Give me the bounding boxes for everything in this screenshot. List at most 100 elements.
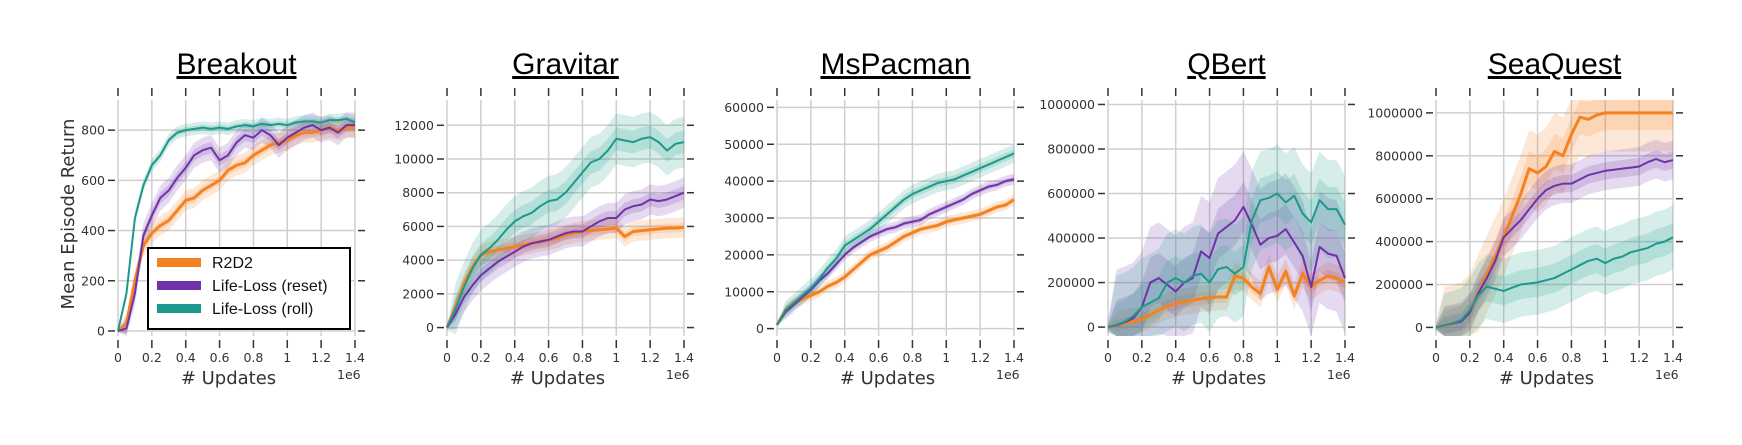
confidence-band-inner xyxy=(1436,150,1673,334)
y-axis-label: Mean Episode Return xyxy=(58,119,79,310)
panels: Breakout 0 0.2 0.4 0.6 0.8 1 1.2 1.4 0 200 400 600 80… xyxy=(81,48,1683,389)
confidence-band xyxy=(447,217,684,329)
x-tick-label: 1 xyxy=(942,350,950,365)
series-line-life-loss-reset xyxy=(446,191,685,329)
x-axis-multiplier: 1e6 xyxy=(996,367,1020,382)
y-tick-label: 6000 xyxy=(402,219,434,234)
panel-title: Gravitar xyxy=(512,48,619,81)
x-tick-label: 0 xyxy=(443,350,451,365)
series-line-life-loss-roll xyxy=(1107,192,1346,329)
confidence-band-inner xyxy=(447,125,684,329)
x-tick-label: 0.2 xyxy=(142,350,162,365)
x-tick-label: 0.4 xyxy=(1166,350,1186,365)
confidence-band xyxy=(1436,100,1673,336)
x-tick-label: 1.2 xyxy=(640,350,660,365)
series-line-life-loss-roll xyxy=(776,152,1015,326)
confidence-band xyxy=(777,144,1014,326)
confidence-band xyxy=(777,194,1014,326)
x-axis-multiplier: 1e6 xyxy=(666,367,690,382)
x-tick-label: 0 xyxy=(1432,350,1440,365)
x-tick-label: 1.4 xyxy=(674,350,694,365)
series-line-life-loss-roll xyxy=(446,136,685,328)
confidence-band xyxy=(447,177,684,330)
series-line-life-loss-reset xyxy=(117,124,355,332)
x-tick-label: 0.6 xyxy=(1528,350,1548,365)
y-tick-label: 1000000 xyxy=(1367,105,1423,120)
y-tick-label: 0 xyxy=(1087,320,1095,335)
x-tick-label: 0.4 xyxy=(505,350,525,365)
x-tick-label: 0.6 xyxy=(869,350,889,365)
series-line-r2d2 xyxy=(1107,265,1346,329)
y-tick-label: 400000 xyxy=(1375,234,1423,249)
x-tick-label: 1 xyxy=(1273,350,1281,365)
x-tick-label: 1 xyxy=(283,350,291,365)
x-tick-label: 1.4 xyxy=(1335,350,1355,365)
x-tick-label: 1 xyxy=(612,350,620,365)
y-tick-label: 60000 xyxy=(724,100,764,115)
legend-swatch-life-loss-reset xyxy=(157,281,201,290)
confidence-band-inner xyxy=(1108,171,1345,336)
panel-title: SeaQuest xyxy=(1488,48,1622,81)
panel-mspacman: MsPacman 0 0.2 0.4 0.6 0.8 1 1.2 1.4 0 10000 20000 3… xyxy=(724,48,1024,389)
x-tick-label: 1.2 xyxy=(1301,350,1321,365)
y-tick-label: 200 xyxy=(81,273,105,288)
panel-qbert: QBert 0 0.2 0.4 0.6 0.8 1 1.2 1.4 0 200000 400000 60… xyxy=(1039,48,1355,389)
y-tick-label: 0 xyxy=(756,321,764,336)
series-line-r2d2 xyxy=(445,225,685,329)
x-tick-label: 0.8 xyxy=(572,350,592,365)
y-tick-label: 4000 xyxy=(402,253,434,268)
x-tick-label: 0.8 xyxy=(1233,350,1253,365)
series-line-r2d2 xyxy=(117,126,355,333)
x-axis-multiplier: 1e6 xyxy=(337,367,361,382)
confidence-band xyxy=(1108,151,1345,336)
y-tick-label: 10000 xyxy=(724,284,764,299)
y-tick-label: 600000 xyxy=(1375,191,1423,206)
y-tick-label: 400000 xyxy=(1047,231,1095,246)
confidence-band xyxy=(447,111,684,335)
legend-label-life-loss-roll: Life-Loss (roll) xyxy=(212,301,313,318)
y-tick-label: 2000 xyxy=(402,286,434,301)
y-tick-label: 800000 xyxy=(1375,148,1423,163)
y-tick-label: 600000 xyxy=(1047,186,1095,201)
confidence-band-inner xyxy=(118,119,355,335)
confidence-band-inner xyxy=(777,197,1014,326)
x-tick-label: 0.4 xyxy=(835,350,855,365)
confidence-band xyxy=(118,117,355,334)
x-tick-label: 1.2 xyxy=(1629,350,1649,365)
y-tick-label: 40000 xyxy=(724,174,764,189)
x-tick-label: 0.6 xyxy=(539,350,559,365)
confidence-band xyxy=(1436,205,1673,336)
x-tick-label: 0 xyxy=(114,350,122,365)
x-tick-label: 0.6 xyxy=(210,350,230,365)
legend-swatch-r2d2 xyxy=(157,258,201,267)
x-tick-label: 0 xyxy=(1104,350,1112,365)
legend-swatch-life-loss-roll xyxy=(157,304,201,313)
series-line-life-loss-reset xyxy=(776,178,1015,326)
panel-title: Breakout xyxy=(176,48,297,81)
y-tick-label: 600 xyxy=(81,173,105,188)
confidence-band-inner xyxy=(1436,222,1673,336)
y-tick-label: 1000000 xyxy=(1039,97,1095,112)
y-tick-label: 0 xyxy=(97,323,105,338)
legend-label-life-loss-reset: Life-Loss (reset) xyxy=(212,278,328,295)
confidence-band xyxy=(118,112,355,336)
x-axis-label: # Updates xyxy=(510,368,605,389)
y-tick-label: 200000 xyxy=(1375,277,1423,292)
confidence-band xyxy=(1436,139,1673,336)
x-axis-label: # Updates xyxy=(1499,368,1594,389)
x-tick-label: 0.2 xyxy=(471,350,491,365)
y-tick-label: 50000 xyxy=(724,137,764,152)
confidence-band xyxy=(1108,144,1345,336)
confidence-band-inner xyxy=(1436,100,1673,336)
legend: R2D2 Life-Loss (reset) Life-Loss (roll) xyxy=(147,247,351,330)
y-tick-label: 30000 xyxy=(724,211,764,226)
x-axis-label: # Updates xyxy=(181,368,276,389)
series-line-r2d2 xyxy=(775,198,1015,326)
series-line-life-loss-reset xyxy=(1107,205,1346,329)
panel-breakout: Breakout 0 0.2 0.4 0.6 0.8 1 1.2 1.4 0 200 400 600 80… xyxy=(81,48,365,389)
panel-seaquest: SeaQuest 0 0.2 0.4 0.6 0.8 1 1.2 1.4 0 200000 40000… xyxy=(1367,48,1683,389)
panel-gravitar: Gravitar 0 0.2 0.4 0.6 0.8 1 1.2 1.4 0 2000 4000 600… xyxy=(394,48,694,389)
y-tick-label: 8000 xyxy=(402,185,434,200)
x-tick-label: 0.2 xyxy=(801,350,821,365)
